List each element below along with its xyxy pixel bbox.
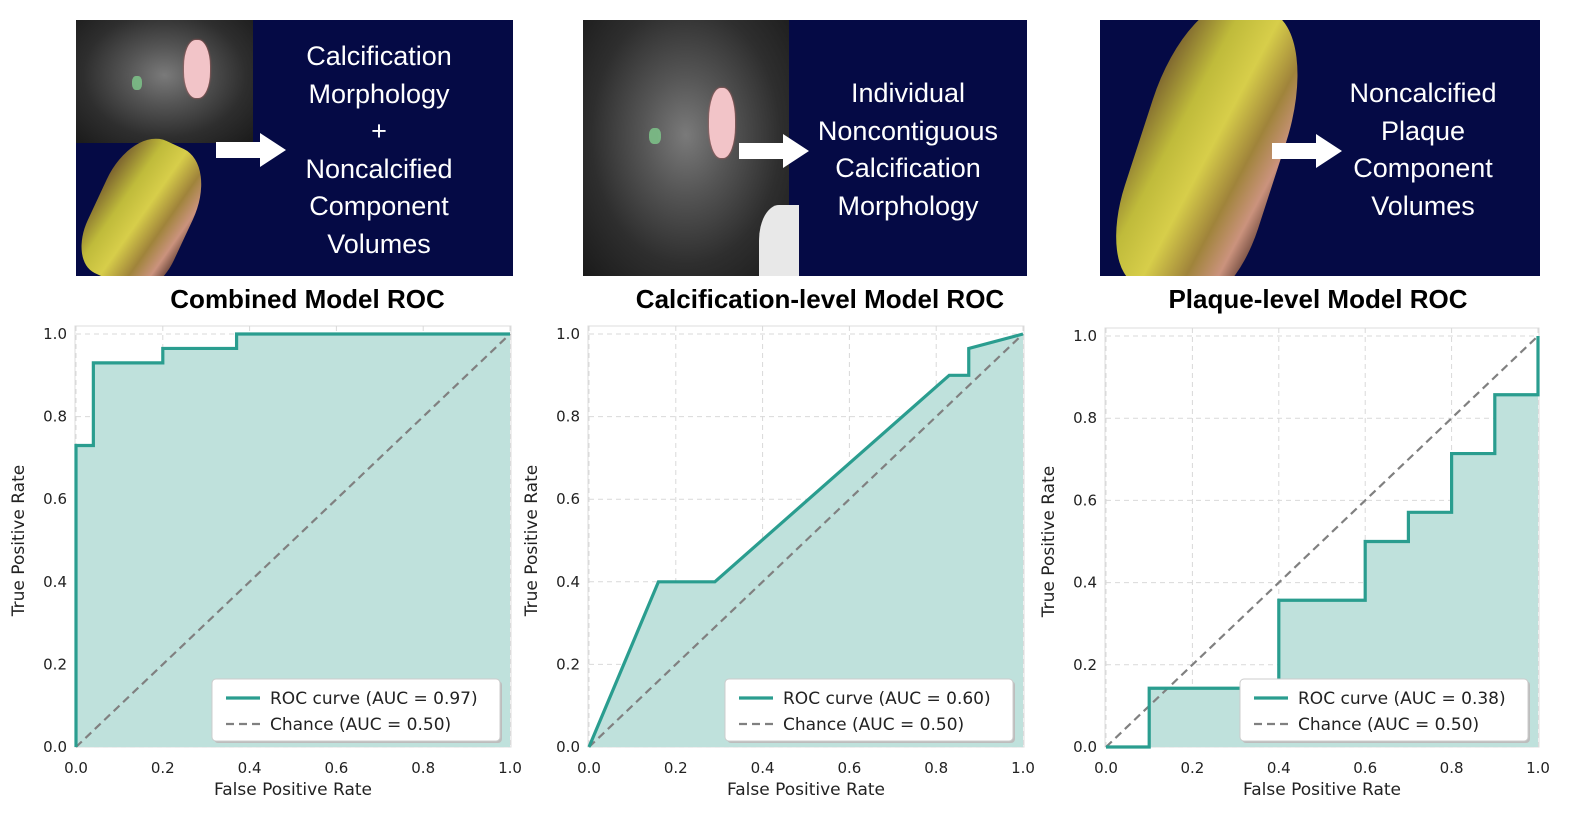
image-panel-combined: Calcification Morphology + Noncalcified … — [76, 20, 513, 276]
y-tick-label: 0.4 — [556, 573, 580, 591]
caption-line: Volumes — [327, 228, 431, 259]
x-axis-label: False Positive Rate — [1243, 780, 1401, 800]
y-tick-label: 0.2 — [1073, 656, 1097, 674]
calcification-blob — [649, 128, 661, 144]
chance-line — [75, 333, 511, 748]
legend-box — [1239, 678, 1529, 742]
calcification-highlight — [709, 88, 735, 158]
x-tick-label: 0.2 — [151, 759, 175, 777]
y-axis-label: True Positive Rate — [522, 465, 542, 617]
chart-title: Plaque-level Model ROC — [1168, 284, 1468, 314]
x-axis-label: False Positive Rate — [214, 780, 372, 800]
legend-roc-label: ROC curve (AUC = 0.60) — [783, 689, 991, 709]
chance-line — [1105, 335, 1539, 748]
legend-roc-label: ROC curve (AUC = 0.38) — [1298, 689, 1506, 709]
x-tick-label: 0.6 — [324, 759, 348, 777]
y-tick-label: 0.2 — [43, 655, 67, 673]
legend-box — [211, 678, 501, 742]
x-axis-label: False Positive Rate — [727, 780, 885, 800]
y-tick-label: 0.8 — [556, 408, 580, 426]
caption-line: Morphology — [308, 78, 450, 109]
arrow-right-icon — [216, 133, 286, 167]
ct-scan-image — [76, 20, 253, 143]
x-tick-label: 0.4 — [751, 759, 775, 777]
plaque-vessel-render — [76, 124, 219, 276]
caption-line: Calcification — [835, 153, 981, 183]
x-tick-label: 1.0 — [1011, 759, 1035, 777]
caption-line: Component — [1353, 153, 1493, 183]
x-tick-label: 0.4 — [1267, 759, 1291, 777]
y-axis-label: True Positive Rate — [9, 465, 29, 617]
y-tick-label: 0.6 — [556, 490, 580, 508]
x-tick-label: 0.6 — [1353, 759, 1377, 777]
x-tick-label: 0.8 — [411, 759, 435, 777]
roc-curve-line — [587, 332, 1024, 748]
image-caption: Noncalcified Plaque Component Volumes — [1330, 75, 1516, 225]
image-caption: Individual Noncontiguous Calcification M… — [798, 75, 1018, 225]
caption-line: Calcification — [306, 41, 452, 71]
x-tick-label: 0.0 — [1094, 759, 1118, 777]
y-tick-label: 1.0 — [1073, 327, 1097, 345]
y-tick-label: 0.6 — [1073, 491, 1097, 509]
y-tick-label: 1.0 — [556, 325, 580, 343]
chart-2: 0.0 0.2 0.4 0.6 0.8 1.0 0.0 0.2 0.4 0.6 0.8 1.0 Fals… — [522, 325, 1035, 800]
y-tick-label: 0.0 — [1073, 738, 1097, 756]
bright-bone-region — [759, 205, 799, 276]
y-tick-label: 0.2 — [556, 655, 580, 673]
caption-line: Individual — [850, 78, 966, 108]
y-tick-label: 0.8 — [43, 408, 67, 426]
roc-charts: 0.0 0.2 0.4 0.6 0.8 1.0 0.0 0.2 0.4 0.6 0.8 1.0 Fals… — [9, 325, 1550, 800]
calcification-blob — [132, 76, 142, 90]
y-tick-label: 0.0 — [43, 738, 67, 756]
y-tick-label: 1.0 — [43, 325, 67, 343]
x-tick-label: 1.0 — [1526, 759, 1550, 777]
x-tick-label: 0.2 — [664, 759, 688, 777]
legend-box — [724, 678, 1014, 742]
chart-3: 0.0 0.2 0.4 0.6 0.8 1.0 0.0 0.2 0.4 0.6 0.8 1.0 Fals… — [1039, 327, 1550, 800]
roc-area-fill — [1106, 336, 1538, 747]
legend-chance-label: Chance (AUC = 0.50) — [1298, 715, 1479, 735]
chart-title: Calcification-level Model ROC — [635, 284, 1005, 314]
x-tick-label: 0.8 — [1440, 759, 1464, 777]
arrow-right-icon — [1272, 134, 1342, 168]
caption-line: Noncalcified — [305, 153, 453, 184]
image-panel-calcification: Individual Noncontiguous Calcification M… — [583, 20, 1027, 276]
caption-line: Morphology — [837, 190, 979, 221]
x-tick-label: 0.4 — [238, 759, 262, 777]
caption-line: + — [371, 116, 387, 146]
y-tick-label: 0.4 — [43, 573, 67, 591]
chart-title: Combined Model ROC — [170, 284, 445, 314]
y-tick-label: 0.8 — [1073, 409, 1097, 427]
roc-curve-line — [1106, 336, 1540, 749]
x-tick-label: 0.2 — [1180, 759, 1204, 777]
caption-line: Noncalcified — [1349, 78, 1497, 108]
arrow-right-icon — [739, 134, 809, 168]
calcification-highlight — [184, 40, 210, 98]
legend-chance-label: Chance (AUC = 0.50) — [270, 715, 451, 735]
caption-line: Component — [309, 191, 449, 221]
y-tick-label: 0.6 — [43, 490, 67, 508]
legend-chance-label: Chance (AUC = 0.50) — [783, 715, 964, 735]
image-panel-plaque: Noncalcified Plaque Component Volumes — [1100, 20, 1540, 276]
x-tick-label: 0.6 — [837, 759, 861, 777]
chance-line — [588, 333, 1024, 748]
y-tick-label: 0.4 — [1073, 574, 1097, 592]
caption-line: Plaque — [1380, 115, 1466, 146]
chart-1: 0.0 0.2 0.4 0.6 0.8 1.0 0.0 0.2 0.4 0.6 0.8 1.0 Fals… — [9, 325, 522, 800]
caption-line: Volumes — [1371, 190, 1475, 221]
y-axis-label: True Positive Rate — [1039, 466, 1059, 618]
legend-roc-label: ROC curve (AUC = 0.97) — [270, 689, 478, 709]
image-caption: Calcification Morphology + Noncalcified … — [281, 38, 477, 263]
y-tick-label: 0.0 — [556, 738, 580, 756]
roc-curve-line — [74, 332, 510, 747]
x-tick-label: 1.0 — [498, 759, 522, 777]
x-tick-label: 0.0 — [64, 759, 88, 777]
caption-line: Noncontiguous — [817, 115, 999, 146]
x-tick-label: 0.0 — [577, 759, 601, 777]
x-tick-label: 0.8 — [924, 759, 948, 777]
